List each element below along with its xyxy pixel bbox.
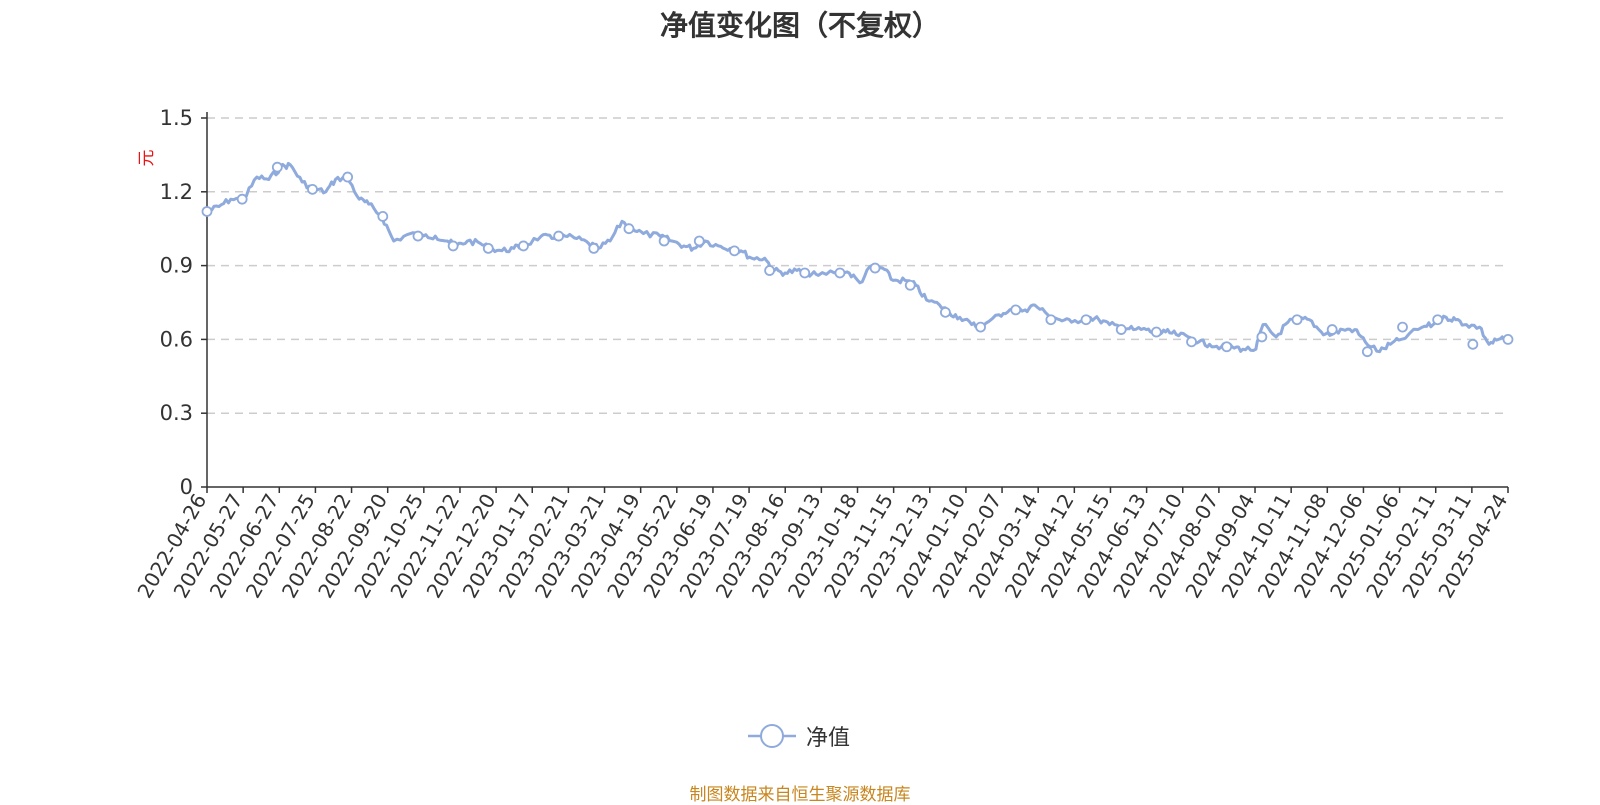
data-point-marker[interactable] (1291, 314, 1303, 326)
data-point-marker[interactable] (904, 279, 916, 291)
legend[interactable]: 净值 (748, 722, 851, 751)
data-point-marker[interactable] (518, 240, 529, 252)
chart-title: 净值变化图（不复权） (659, 9, 940, 42)
data-point-marker[interactable] (799, 267, 811, 279)
data-point-marker[interactable] (307, 183, 318, 195)
axes (201, 112, 1509, 493)
data-point-marker[interactable] (377, 210, 389, 222)
y-tick-labels: 0 0.3 0.6 0.9 1.2 1.5 (160, 106, 193, 499)
y-axis-label: 元 (137, 150, 157, 167)
y-tick-label: 1.2 (160, 180, 193, 204)
data-point-marker[interactable] (729, 245, 740, 257)
data-point-marker[interactable] (1256, 331, 1268, 343)
data-point-marker[interactable] (693, 235, 705, 247)
source-note: 制图数据来自恒生聚源数据库 (689, 785, 911, 805)
data-point-marker[interactable] (940, 306, 951, 318)
data-point-marker[interactable] (482, 242, 494, 254)
data-point-marker[interactable] (623, 223, 635, 235)
data-point-marker[interactable] (553, 230, 565, 242)
data-point-marker[interactable] (1045, 314, 1057, 326)
data-point-marker[interactable] (764, 265, 775, 276)
x-tick-labels: 2022-04-262022-05-272022-06-272022-07-25… (132, 489, 1512, 602)
data-point-marker[interactable] (271, 161, 283, 173)
data-point-marker[interactable] (834, 267, 846, 279)
series-markers (201, 161, 1514, 358)
data-point-marker[interactable] (1467, 338, 1479, 350)
y-tick-label: 0.6 (160, 327, 193, 351)
data-point-marker[interactable] (658, 235, 670, 247)
y-tick-label: 0 (180, 475, 193, 499)
data-point-marker[interactable] (1080, 314, 1092, 326)
data-point-marker[interactable] (447, 240, 459, 252)
data-point-marker[interactable] (1186, 336, 1197, 348)
data-point-marker[interactable] (1010, 304, 1022, 316)
data-point-marker[interactable] (1397, 321, 1408, 333)
data-point-marker[interactable] (1361, 346, 1373, 358)
y-tick-label: 0.3 (160, 401, 193, 425)
data-point-marker[interactable] (1432, 314, 1444, 326)
data-point-marker[interactable] (975, 321, 986, 333)
data-point-marker[interactable] (201, 206, 213, 217)
data-point-marker[interactable] (342, 171, 354, 183)
data-point-marker[interactable] (588, 242, 600, 254)
data-point-marker[interactable] (1502, 333, 1514, 345)
y-tick-label: 1.5 (160, 106, 193, 130)
data-point-marker[interactable] (1150, 326, 1162, 338)
data-point-marker[interactable] (1221, 341, 1233, 353)
data-point-marker[interactable] (1115, 324, 1127, 335)
data-point-marker[interactable] (1326, 324, 1338, 335)
data-point-marker[interactable] (412, 230, 424, 242)
data-point-marker[interactable] (869, 262, 881, 274)
data-point-marker[interactable] (236, 193, 248, 205)
legend-label: 净值 (806, 726, 851, 751)
legend-marker-icon (748, 724, 796, 748)
y-tick-label: 0.9 (160, 254, 193, 278)
grid-lines (207, 117, 1508, 414)
